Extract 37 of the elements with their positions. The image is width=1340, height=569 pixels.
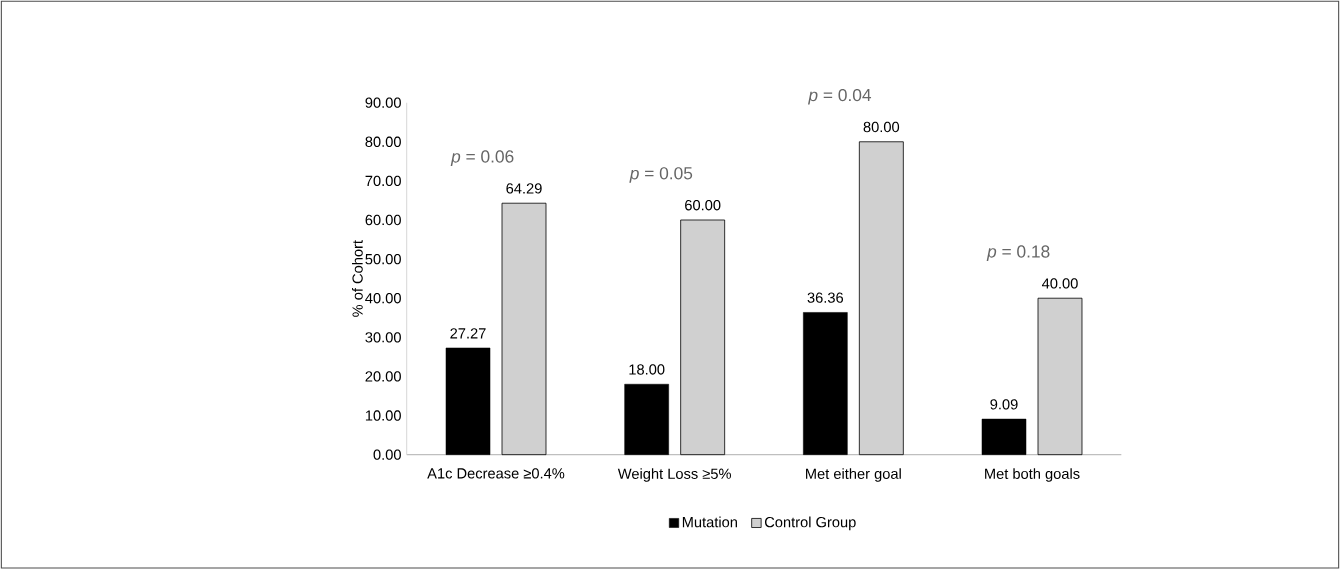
- data-label: 27.27: [450, 328, 486, 339]
- annotation: p = 0.05: [629, 166, 693, 183]
- legend-label: Control Group: [764, 516, 856, 531]
- data-label: 40.00: [1041, 278, 1078, 289]
- y-tick-label: 60.00: [365, 214, 401, 226]
- annotation: p = 0.06: [450, 150, 514, 166]
- bar: [981, 418, 1027, 455]
- bar: [680, 219, 726, 455]
- x-tick-label: A1c Decrease ≥0.4%: [427, 468, 565, 479]
- data-label: 64.29: [506, 183, 542, 194]
- data-label: 80.00: [863, 121, 900, 133]
- y-tick-label: 50.00: [365, 253, 401, 265]
- annotation: p = 0.18: [986, 245, 1050, 261]
- bar: [858, 141, 904, 455]
- y-tick-label: 80.00: [365, 136, 401, 147]
- x-tick-label: Met both goals: [985, 468, 1080, 482]
- data-label: 9.09: [990, 398, 1018, 410]
- legend-label: Mutation: [682, 516, 737, 528]
- y-tick-label: 30.00: [365, 331, 401, 343]
- bar: [445, 347, 491, 455]
- x-tick-label: Weight Loss ≥5%: [617, 468, 731, 482]
- data-label: 18.00: [629, 364, 665, 375]
- y-tick-label: 40.00: [365, 292, 401, 304]
- y-tick-label: 10.00: [365, 410, 401, 421]
- bar: [803, 312, 848, 455]
- x-tick-label: Met either goal: [806, 468, 901, 482]
- y-tick-label: 20.00: [365, 371, 401, 382]
- data-label: 60.00: [685, 199, 721, 211]
- annotation: p = 0.04: [808, 88, 872, 105]
- bar: [501, 202, 547, 455]
- y-tick-label: 90.00: [365, 97, 401, 108]
- bar: [624, 383, 669, 455]
- data-label: 36.36: [807, 292, 844, 303]
- y-tick-label: 0.00: [373, 449, 401, 460]
- bar: [1037, 297, 1083, 455]
- y-tick-label: 70.00: [365, 175, 401, 186]
- y-axis-title: % of Cohort: [352, 239, 363, 317]
